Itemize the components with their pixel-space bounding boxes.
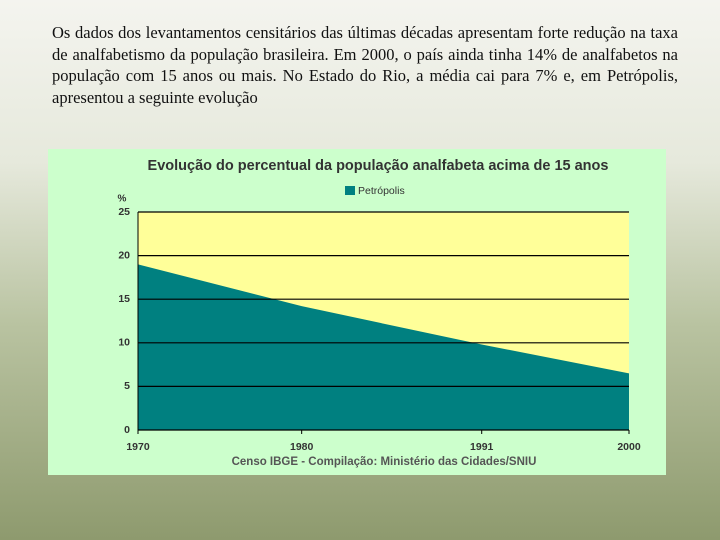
area xyxy=(138,264,629,430)
legend-label: Petrópolis xyxy=(358,185,405,197)
x-tick-label: 1980 xyxy=(290,441,314,453)
y-tick-label: 15 xyxy=(118,293,130,305)
x-tick-label: 1991 xyxy=(470,441,494,453)
x-tick-label: 2000 xyxy=(617,441,641,453)
y-tick-label: 25 xyxy=(118,206,130,218)
y-axis-label: % xyxy=(118,194,127,205)
chart-title: Evolução do percentual da população anal… xyxy=(148,158,609,174)
y-tick-label: 0 xyxy=(124,424,130,436)
source-note: Censo IBGE - Compilação: Ministério das … xyxy=(232,456,537,468)
y-tick-label: 5 xyxy=(124,380,130,392)
legend-swatch xyxy=(345,186,355,195)
paragraph: Os dados dos levantamentos censitários d… xyxy=(52,23,678,108)
x-tick-label: 1970 xyxy=(126,441,150,453)
y-tick-label: 10 xyxy=(118,337,130,349)
y-tick-label: 20 xyxy=(118,249,130,261)
